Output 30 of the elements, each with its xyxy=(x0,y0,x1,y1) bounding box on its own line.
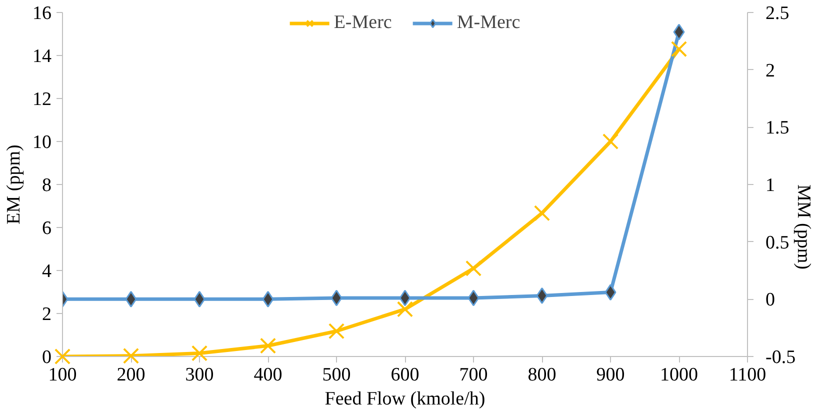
x-tick-label: 800 xyxy=(528,364,556,386)
y2-tick-label: 0 xyxy=(766,290,775,311)
y-tick-label: 6 xyxy=(42,218,52,239)
x-tick-label: 700 xyxy=(459,364,488,386)
legend-label: E-Merc xyxy=(334,12,392,34)
x-tick-label: 1000 xyxy=(660,364,698,386)
y2-tick-label: 2 xyxy=(766,60,775,82)
y2-tick-label: 0.5 xyxy=(766,232,790,254)
y-axis-title: EM (ppm) xyxy=(4,144,24,224)
y2-axis-title: MM (ppm) xyxy=(793,184,814,270)
x-tick-label: 400 xyxy=(254,364,282,386)
x-tick-label: 200 xyxy=(116,364,146,386)
legend-label: M-Merc xyxy=(456,12,520,34)
y2-tick-label: 1.5 xyxy=(766,118,790,139)
y2-tick-label: 1 xyxy=(766,175,775,196)
y-tick-label: 2 xyxy=(42,304,52,325)
y2-tick-label: 2.5 xyxy=(766,3,790,24)
y-tick-label: 10 xyxy=(32,132,52,153)
x-tick-label: 500 xyxy=(322,364,351,386)
y-tick-label: 4 xyxy=(42,261,52,282)
y-tick-label: 12 xyxy=(32,89,52,110)
y-tick-label: 8 xyxy=(42,175,52,196)
y-tick-label: 16 xyxy=(32,3,52,24)
y-tick-label: 14 xyxy=(32,46,52,67)
x-tick-label: 300 xyxy=(185,364,214,386)
y2-tick-label: -0.5 xyxy=(766,347,796,368)
x-tick-label: 1100 xyxy=(728,364,766,386)
x-tick-label: 900 xyxy=(596,364,625,386)
x-axis-title: Feed Flow (kmole/h) xyxy=(324,388,486,410)
x-tick-label: 600 xyxy=(390,364,420,386)
